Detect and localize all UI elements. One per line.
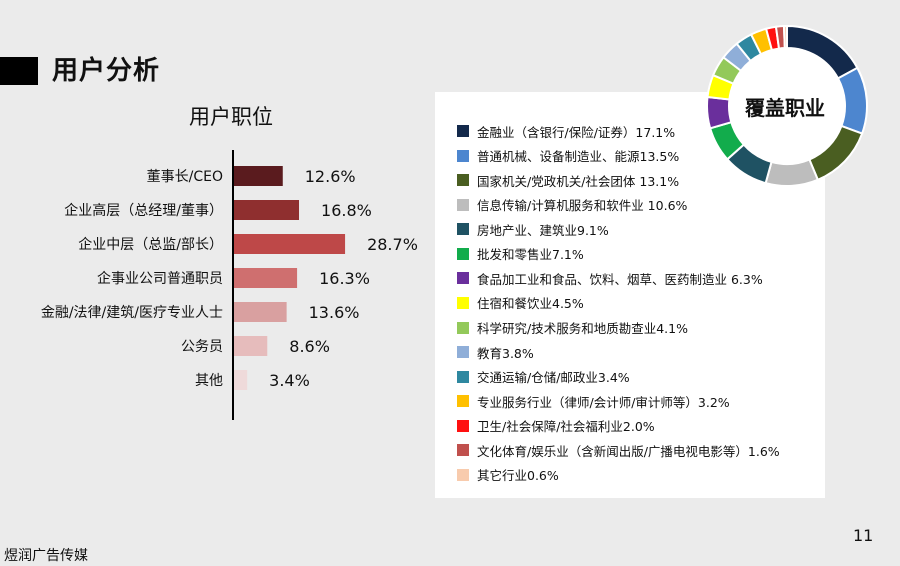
legend-item: 信息传输/计算机服务和软件业 10.6% [457, 196, 687, 214]
bar-category-label: 金融/法律/建筑/医疗专业人士 [41, 305, 223, 321]
bar-value-label: 3.4% [269, 371, 310, 390]
page-number: 11 [853, 526, 874, 545]
bar [234, 370, 248, 390]
legend-item: 房地产业、建筑业9.1% [457, 220, 609, 238]
donut-slice [706, 95, 733, 130]
legend-item: 交通运输/仓储/邮政业3.4% [457, 368, 630, 386]
legend-swatch [457, 444, 469, 457]
bar [234, 200, 300, 220]
legend-item: 批发和零售业7.1% [457, 245, 584, 263]
legend-item: 普通机械、设备制造业、能源13.5% [457, 147, 679, 165]
bar-chart-title: 用户职位 [189, 105, 273, 129]
legend-swatch [457, 468, 469, 481]
donut-hole [730, 49, 844, 163]
legend-label: 教育3.8% [477, 345, 534, 361]
legend-item: 科学研究/技术服务和地质勘查业4.1% [457, 319, 688, 337]
bar-value-label: 13.6% [309, 303, 360, 322]
legend-label: 科学研究/技术服务和地质勘查业4.1% [477, 321, 688, 337]
bar [234, 302, 287, 322]
legend-label: 普通机械、设备制造业、能源13.5% [477, 149, 680, 165]
donut-slice [764, 158, 820, 187]
footer-brand: 煜润广告传媒 [4, 548, 88, 564]
occupation-donut-chart [706, 24, 868, 187]
bar-value-label: 12.6% [305, 167, 356, 186]
legend-swatch [457, 272, 469, 285]
bar [234, 268, 298, 288]
bar-category-label: 董事长/CEO [147, 169, 223, 185]
bar-value-label: 16.8% [321, 201, 372, 220]
legend-label: 国家机关/党政机关/社会团体 13.1% [477, 173, 680, 189]
legend-item: 住宿和餐饮业4.5% [457, 294, 584, 312]
bar-category-label: 企业中层（总监/部长） [78, 236, 223, 253]
bar-value-label: 8.6% [289, 337, 330, 356]
legend-label: 金融业（含银行/保险/证券）17.1% [477, 124, 676, 140]
bar-category-label: 公务员 [181, 339, 223, 355]
legend-label: 文化体育/娱乐业（含新闻出版/广播电视电影等）1.6% [477, 443, 780, 459]
legend-item: 卫生/社会保障/社会福利业2.0% [457, 417, 655, 435]
legend-swatch [457, 149, 469, 162]
bar [234, 234, 346, 254]
legend-swatch [457, 174, 469, 187]
bar-category-label: 其他 [195, 373, 223, 389]
legend-swatch [457, 198, 469, 211]
legend-label: 食品加工业和食品、饮料、烟草、医药制造业 6.3% [477, 271, 763, 287]
page-title: 用户分析 [52, 56, 161, 86]
legend-label: 交通运输/仓储/邮政业3.4% [477, 370, 630, 386]
legend-item: 其它行业0.6% [457, 466, 559, 484]
legend-label: 房地产业、建筑业9.1% [477, 222, 609, 238]
legend-label: 信息传输/计算机服务和软件业 10.6% [477, 198, 688, 214]
bar-value-label: 28.7% [367, 235, 418, 254]
position-bar-chart: 董事长/CEO 12.6% 企业高层（总经理/董事） 16.8% 企业中层（总监/部长）… [41, 150, 418, 420]
legend-label: 住宿和餐饮业4.5% [477, 296, 584, 312]
legend-swatch [457, 125, 469, 137]
legend-item: 文化体育/娱乐业（含新闻出版/广播电视电影等）1.6% [457, 441, 780, 459]
legend-swatch [457, 296, 469, 309]
title-accent-block [0, 57, 38, 85]
legend-swatch [457, 346, 469, 359]
legend-item: 教育3.8% [457, 343, 534, 361]
legend-label: 卫生/社会保障/社会福利业2.0% [477, 419, 655, 435]
legend-swatch [457, 419, 469, 432]
bar [234, 166, 283, 186]
bar-category-label: 企业高层（总经理/董事） [64, 202, 223, 219]
bar-value-label: 16.3% [319, 269, 370, 288]
legend-label: 专业服务行业（律师/会计师/审计师等）3.2% [477, 394, 730, 410]
legend-swatch [457, 370, 469, 383]
legend-swatch [457, 247, 469, 260]
legend-label: 其它行业0.6% [477, 468, 559, 484]
legend-item: 金融业（含银行/保险/证券）17.1% [457, 122, 675, 140]
donut-slice [782, 24, 788, 50]
legend-item: 专业服务行业（律师/会计师/审计师等）3.2% [457, 392, 730, 410]
legend-swatch [457, 395, 469, 408]
donut-chart-title: 覆盖职业 [745, 96, 825, 120]
legend-swatch [457, 321, 469, 334]
legend-item: 食品加工业和食品、饮料、烟草、医药制造业 6.3% [457, 269, 763, 287]
bar-category-label: 企事业公司普通职员 [97, 270, 223, 287]
bar [234, 336, 268, 356]
legend-item: 国家机关/党政机关/社会团体 13.1% [457, 171, 679, 189]
legend-swatch [457, 223, 469, 236]
legend-label: 批发和零售业7.1% [477, 247, 584, 263]
